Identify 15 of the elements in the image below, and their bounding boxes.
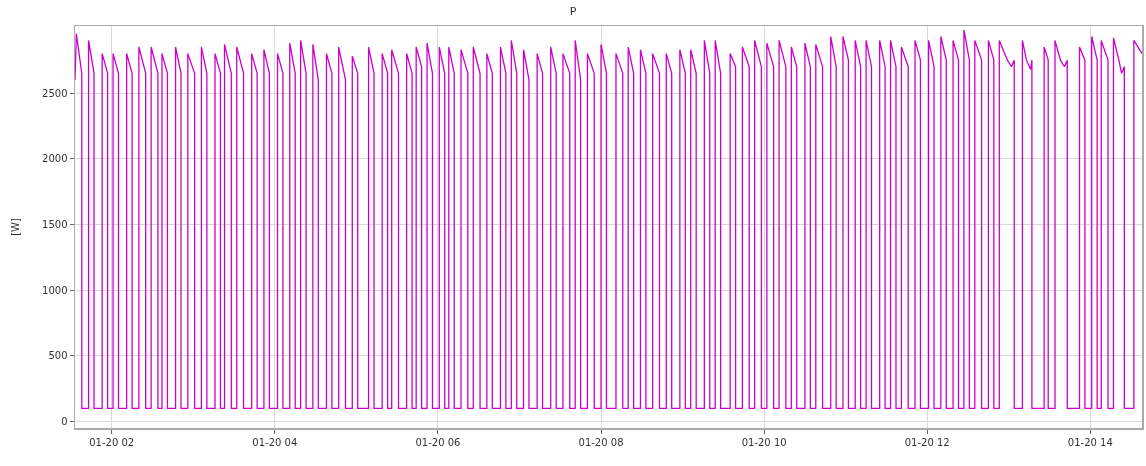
x-tick-label: 01-20 08 — [578, 436, 624, 448]
y-tick-label: 1500 — [42, 218, 68, 230]
chart-title: P — [569, 4, 577, 18]
y-tick-label: 0 — [61, 415, 68, 427]
y-tick-label: 2000 — [42, 153, 68, 165]
x-tick-label: 01-20 06 — [415, 436, 461, 448]
y-tick-label: 2500 — [42, 87, 68, 99]
x-tick-label: 01-20 10 — [741, 436, 787, 448]
y-axis-title: [W] — [10, 218, 22, 236]
y-tick-label: 500 — [48, 350, 68, 362]
x-tick-label: 01-20 12 — [904, 436, 950, 448]
y-tick-label: 1000 — [42, 284, 68, 296]
x-tick-label: 01-20 04 — [252, 436, 298, 448]
x-tick-label: 01-20 14 — [1067, 436, 1113, 448]
x-tick-label: 01-20 02 — [89, 436, 135, 448]
